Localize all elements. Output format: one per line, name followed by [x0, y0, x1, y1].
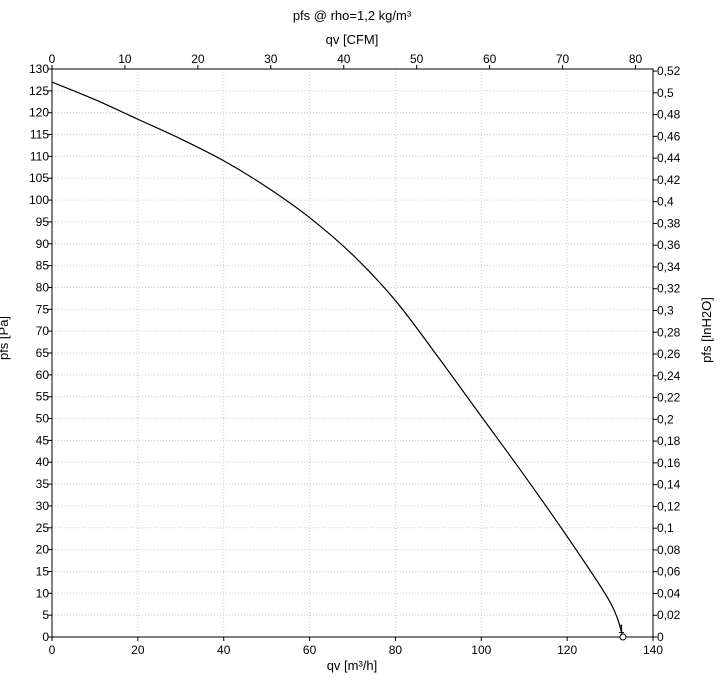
y-tick-label: 40 [36, 455, 50, 469]
operating-point-marker [619, 633, 627, 641]
x2-tick-label: 60 [483, 52, 497, 66]
y-tick-label: 60 [36, 368, 50, 382]
y2-tick-label: 0,16 [657, 456, 681, 470]
y2-tick-label: 0,4 [657, 195, 674, 209]
left-axis-label: pfs [Pa] [0, 316, 11, 360]
y-tick-label: 25 [36, 521, 50, 535]
y2-tick-label: 0,24 [657, 369, 681, 383]
operating-point-label: 1 [618, 622, 625, 636]
y2-tick-label: 0,52 [657, 64, 681, 78]
x2-tick-label: 30 [264, 52, 278, 66]
series-layer [51, 81, 624, 638]
y2-tick-label: 0,32 [657, 282, 681, 296]
fan-curve-line [51, 81, 624, 638]
y-tick-label: 30 [36, 499, 50, 513]
x-tick-label: 80 [389, 643, 403, 657]
x-tick-label: 20 [131, 643, 145, 657]
x-tick-label: 100 [471, 643, 491, 657]
y2-tick-label: 0,48 [657, 108, 681, 122]
bottom-axis-label: qv [m³/h] [327, 658, 378, 673]
y-tick-label: 0 [42, 630, 49, 644]
axis-ticks: 0 20 40 60 80 100 120 1400510152025303540455055… [29, 52, 681, 657]
y2-tick-label: 0,34 [657, 260, 681, 274]
x-tick-label: 120 [557, 643, 577, 657]
y2-tick-label: 0,44 [657, 151, 681, 165]
y2-tick-label: 0,42 [657, 173, 681, 187]
y-tick-label: 45 [36, 433, 50, 447]
y2-tick-label: 0,2 [657, 412, 674, 426]
x-tick-label: 140 [643, 643, 663, 657]
x2-tick-label: 10 [118, 52, 132, 66]
y-tick-label: 15 [36, 564, 50, 578]
y2-tick-label: 0 [657, 630, 664, 644]
y-tick-label: 110 [30, 149, 49, 163]
y2-tick-label: 0,1 [657, 521, 674, 535]
x2-tick-label: 50 [410, 52, 424, 66]
y2-tick-label: 0,02 [657, 608, 681, 622]
y2-tick-label: 0,28 [657, 325, 681, 339]
y2-tick-label: 0,5 [657, 86, 674, 100]
x-tick-label: 0 [49, 643, 56, 657]
y2-tick-label: 0,06 [657, 565, 681, 579]
x-tick-label: 40 [217, 643, 231, 657]
y-tick-label: 130 [29, 62, 49, 76]
y-tick-label: 105 [29, 171, 49, 185]
y-tick-label: 100 [29, 193, 49, 207]
y-tick-label: 70 [36, 324, 50, 338]
right-axis-label: pfs [InH2O] [699, 297, 714, 363]
x2-tick-label: 80 [629, 52, 643, 66]
y-tick-label: 125 [29, 84, 49, 98]
y-tick-label: 85 [36, 259, 50, 273]
annotations: 1 [618, 622, 627, 641]
y-tick-label: 50 [36, 412, 50, 426]
y2-tick-label: 0,04 [657, 586, 681, 600]
x2-tick-label: 20 [191, 52, 205, 66]
y-tick-label: 80 [36, 280, 50, 294]
y-tick-label: 120 [29, 106, 49, 120]
y2-tick-label: 0,08 [657, 543, 681, 557]
y-tick-label: 95 [36, 215, 50, 229]
y-tick-label: 115 [30, 128, 49, 142]
y-tick-label: 65 [36, 346, 50, 360]
y-tick-label: 35 [36, 477, 50, 491]
y2-tick-label: 0,18 [657, 434, 681, 448]
x2-tick-label: 70 [556, 52, 570, 66]
y-tick-label: 90 [36, 237, 50, 251]
y2-tick-label: 0,26 [657, 347, 681, 361]
y-tick-label: 75 [36, 302, 50, 316]
chart-title: pfs @ rho=1,2 kg/m³ [293, 8, 412, 23]
grid-lines [52, 69, 653, 637]
y2-tick-label: 0,46 [657, 129, 681, 143]
y2-tick-label: 0,3 [657, 304, 674, 318]
x2-tick-label: 0 [49, 52, 56, 66]
y2-tick-label: 0,12 [657, 499, 681, 513]
y2-tick-label: 0,38 [657, 216, 681, 230]
x-tick-label: 60 [303, 643, 317, 657]
y-tick-label: 10 [36, 586, 50, 600]
top-axis-label: qv [CFM] [326, 32, 379, 47]
x2-tick-label: 40 [337, 52, 351, 66]
y2-tick-label: 0,14 [657, 478, 681, 492]
y2-tick-label: 0,22 [657, 391, 681, 405]
y-tick-label: 5 [42, 608, 49, 622]
y2-tick-label: 0,36 [657, 238, 681, 252]
y-tick-label: 55 [36, 390, 50, 404]
y-tick-label: 20 [36, 543, 50, 557]
